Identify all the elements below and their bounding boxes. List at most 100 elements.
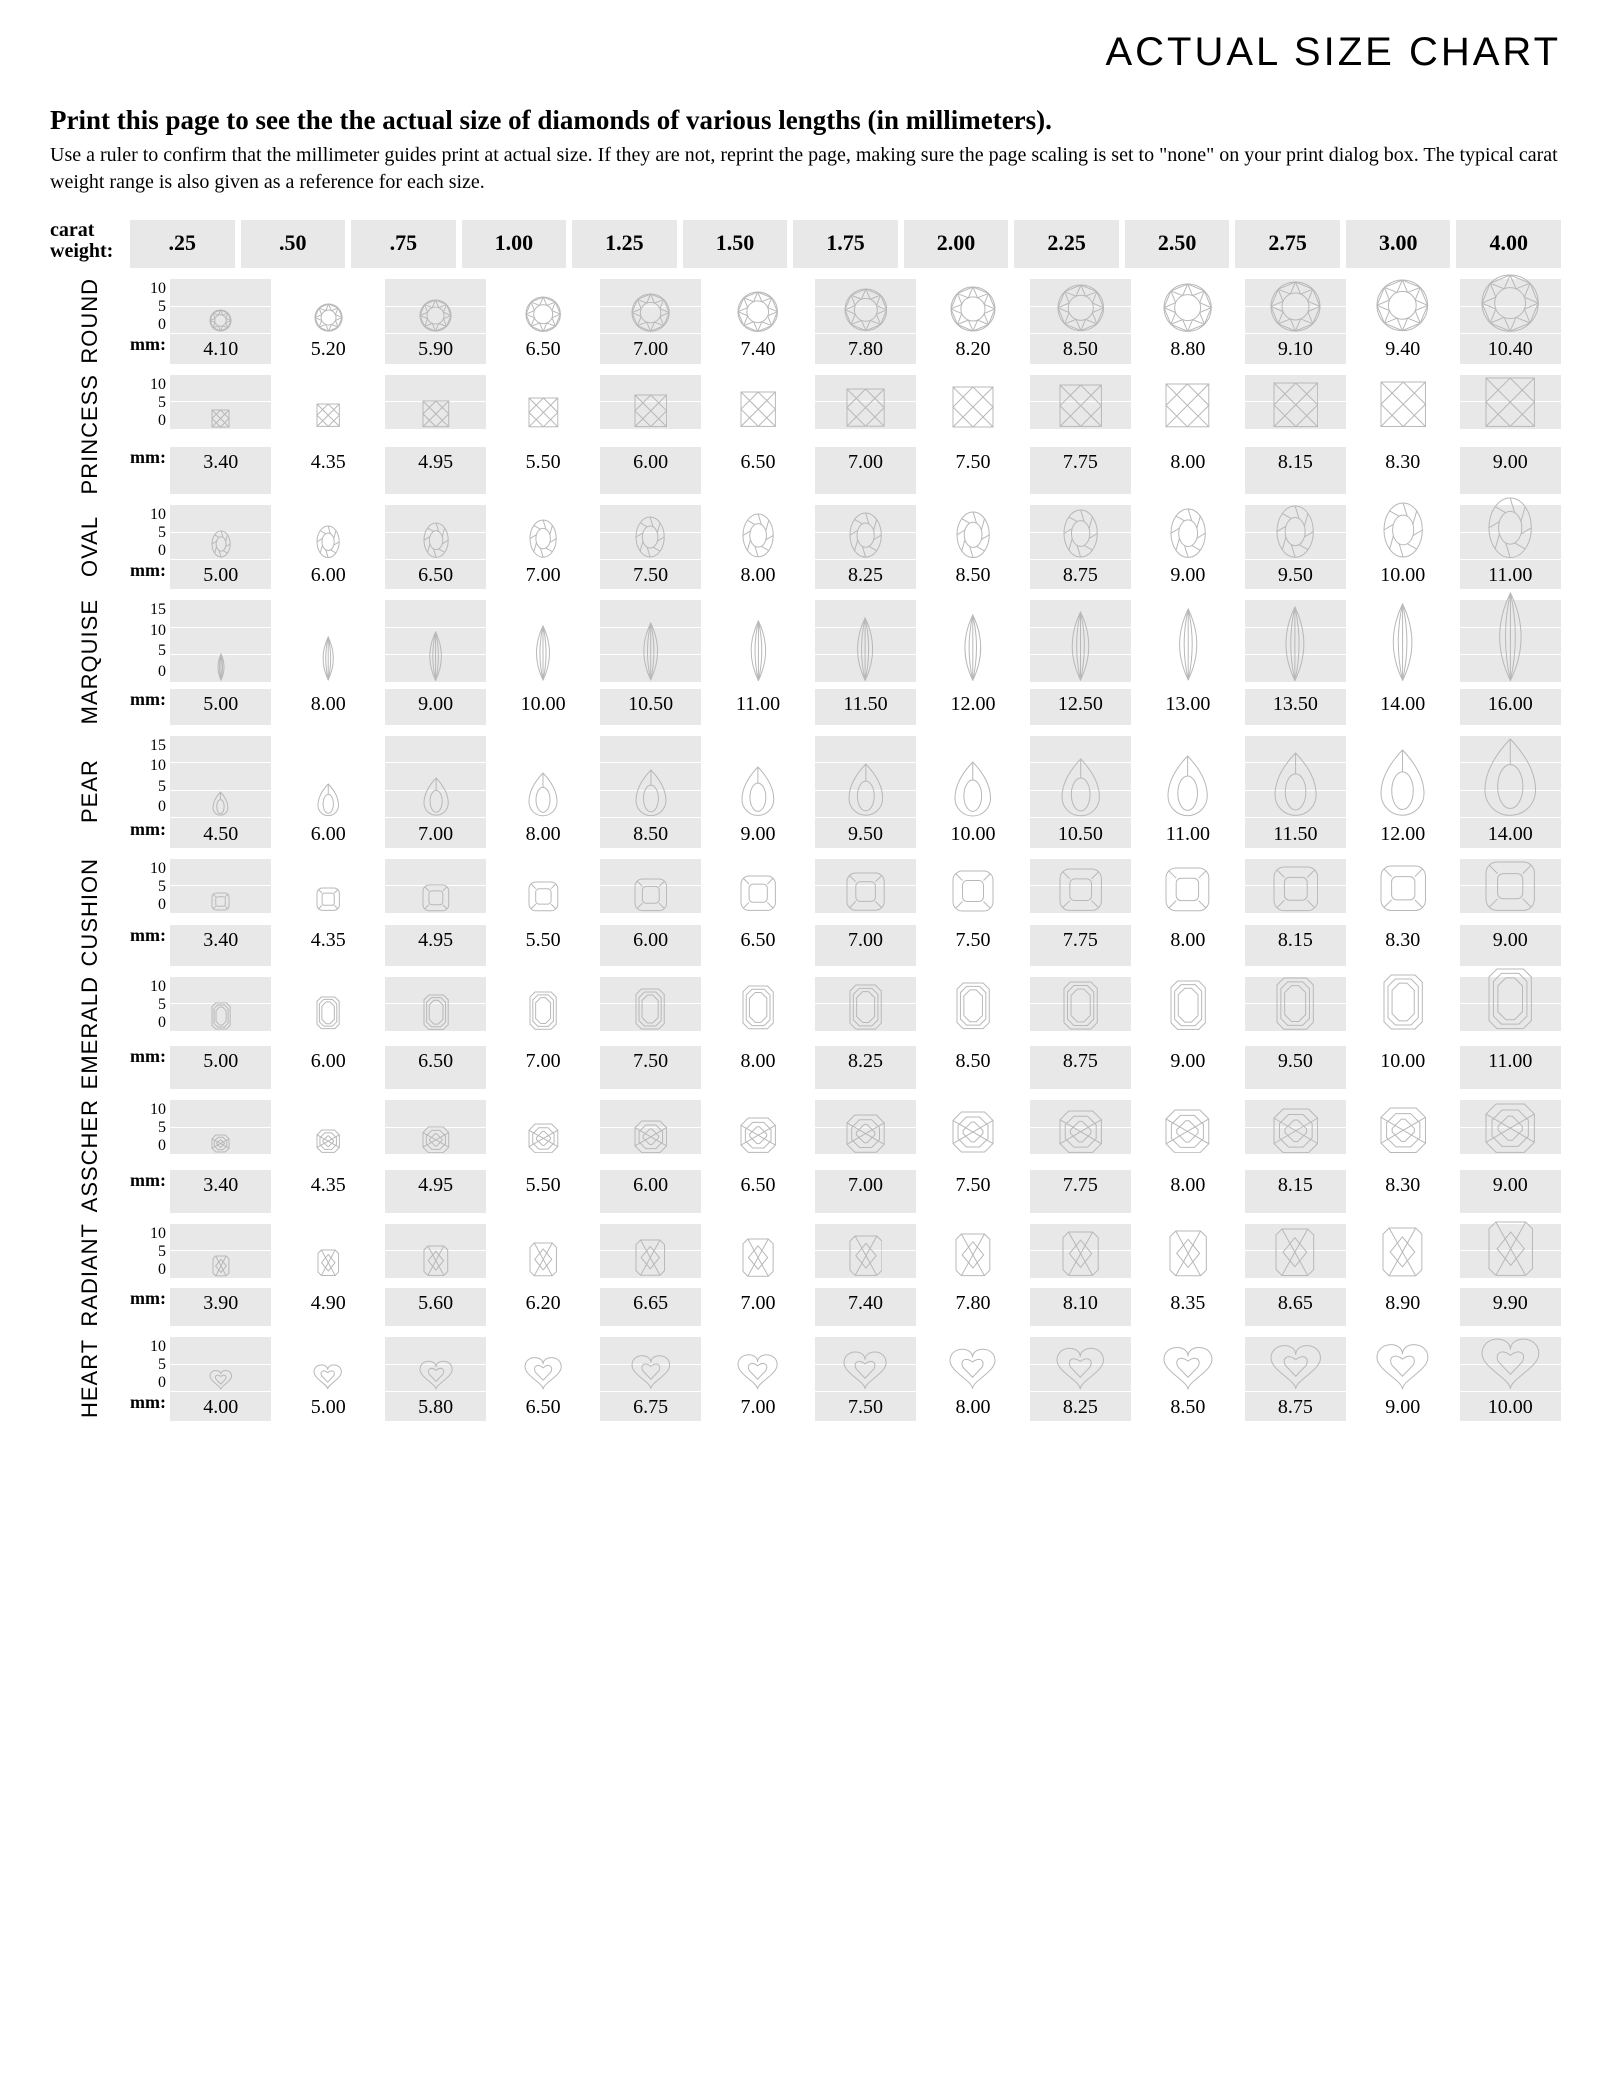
carat-header-cell: 1.25: [572, 220, 677, 268]
diamond-cell: [1137, 374, 1238, 430]
mm-label: mm:: [130, 925, 170, 966]
mm-value: 7.00: [815, 447, 916, 494]
diamond-cell: [492, 858, 593, 914]
diamond-cell: [277, 504, 378, 560]
diamond-cell: [1460, 858, 1561, 914]
carat-header-cell: 1.75: [793, 220, 898, 268]
diamond-cell: [707, 278, 808, 334]
diamond-cell: [277, 1336, 378, 1392]
mm-value: 7.50: [922, 1170, 1023, 1213]
shape-label: PRINCESS: [50, 374, 130, 494]
mm-value: 9.00: [707, 819, 808, 848]
mm-value: 6.50: [385, 560, 486, 589]
diamond-cell: [1460, 976, 1561, 1032]
mm-value: 8.25: [1030, 1392, 1131, 1421]
mm-value: 10.00: [1352, 1046, 1453, 1089]
diamond-cell: [385, 1336, 486, 1392]
diamond-cell: [1460, 1223, 1561, 1279]
mm-value: 5.50: [492, 447, 593, 494]
diamond-cell: [1137, 1223, 1238, 1279]
mm-value: 9.00: [1460, 1170, 1561, 1213]
diamond-cell: [600, 374, 701, 430]
mm-value: 7.80: [815, 334, 916, 363]
mm-value: 8.75: [1030, 560, 1131, 589]
mm-value: 8.00: [492, 819, 593, 848]
mm-value: 6.50: [385, 1046, 486, 1089]
instructions: Use a ruler to confirm that the millimet…: [50, 142, 1561, 196]
diamond-cell: [707, 599, 808, 683]
diamond-cell: [1137, 1336, 1238, 1392]
diamond-cell: [492, 504, 593, 560]
mm-value: 13.50: [1245, 689, 1346, 724]
diamond-cell: [170, 735, 271, 819]
mm-label: mm:: [130, 334, 170, 363]
mm-value: 11.00: [1460, 560, 1561, 589]
diamond-cell: [600, 735, 701, 819]
mm-value: 4.35: [277, 447, 378, 494]
shape-label: ASSCHER: [50, 1099, 130, 1212]
diamond-cell: [922, 1099, 1023, 1155]
mm-value: 8.20: [922, 334, 1023, 363]
diamond-cell: [170, 1336, 271, 1392]
mm-value: 8.10: [1030, 1288, 1131, 1326]
diamond-cell: [1245, 599, 1346, 683]
diamond-cell: [1030, 1099, 1131, 1155]
mm-value: 11.50: [815, 689, 916, 724]
diamond-cell: [170, 1223, 271, 1279]
mm-value: 5.00: [170, 689, 271, 724]
shape-label: PEAR: [50, 735, 130, 848]
diamond-cell: [1460, 278, 1561, 334]
mm-value: 4.10: [170, 334, 271, 363]
mm-value: 7.80: [922, 1288, 1023, 1326]
mm-label: mm:: [130, 1170, 170, 1213]
mm-value: 8.50: [922, 1046, 1023, 1089]
mm-value: 8.50: [600, 819, 701, 848]
diamond-cell: [492, 1099, 593, 1155]
diamond-cell: [707, 1223, 808, 1279]
diamond-cell: [277, 1099, 378, 1155]
diamond-cell: [277, 1223, 378, 1279]
mm-value: 13.00: [1137, 689, 1238, 724]
diamond-cell: [1137, 976, 1238, 1032]
diamond-cell: [815, 599, 916, 683]
diamond-cell: [922, 599, 1023, 683]
mm-value: 4.00: [170, 1392, 271, 1421]
diamond-cell: [492, 278, 593, 334]
shape-block-cushion: CUSHION1050mm:3.404.354.955.506.006.507.…: [50, 858, 1561, 966]
diamond-cell: [922, 735, 1023, 819]
diamond-cell: [1245, 1223, 1346, 1279]
diamond-cell: [170, 1099, 271, 1155]
diamond-cell: [922, 1223, 1023, 1279]
mm-value: 11.00: [1137, 819, 1238, 848]
diamond-cell: [1460, 599, 1561, 683]
mm-value: 8.15: [1245, 925, 1346, 966]
diamond-cell: [600, 1336, 701, 1392]
mm-label: mm:: [130, 1392, 170, 1421]
diamond-cell: [170, 374, 271, 430]
mm-value: 4.35: [277, 925, 378, 966]
diamond-cell: [707, 374, 808, 430]
carat-header-cell: 2.75: [1235, 220, 1340, 268]
diamond-cell: [815, 504, 916, 560]
mm-value: 10.00: [1352, 560, 1453, 589]
diamond-cell: [1137, 735, 1238, 819]
mm-value: 10.00: [492, 689, 593, 724]
diamond-cell: [1030, 858, 1131, 914]
mm-value: 7.50: [600, 1046, 701, 1089]
diamond-cell: [277, 858, 378, 914]
diamond-cell: [492, 1336, 593, 1392]
carat-header-cell: 1.50: [683, 220, 788, 268]
mm-value: 6.50: [707, 1170, 808, 1213]
diamond-cell: [815, 1099, 916, 1155]
mm-value: 9.50: [815, 819, 916, 848]
diamond-cell: [1352, 1223, 1453, 1279]
diamond-cell: [707, 735, 808, 819]
shape-label: ROUND: [50, 278, 130, 364]
mm-value: 10.00: [1460, 1392, 1561, 1421]
mm-value: 8.00: [707, 560, 808, 589]
diamond-cell: [1137, 599, 1238, 683]
mm-value: 6.20: [492, 1288, 593, 1326]
mm-value: 8.15: [1245, 447, 1346, 494]
shape-block-pear: PEAR151050mm:4.506.007.008.008.509.009.5…: [50, 735, 1561, 848]
carat-header-label: caratweight:: [50, 220, 130, 268]
